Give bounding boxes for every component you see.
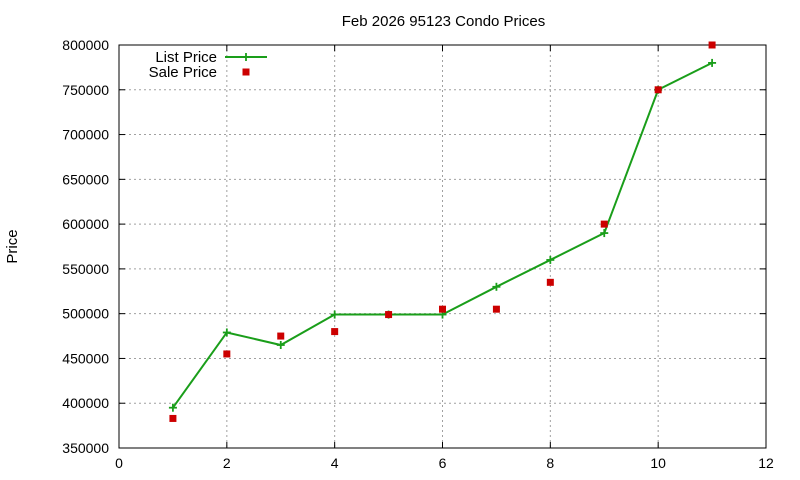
sale-price-point: [708, 41, 716, 49]
sale-price-point: [600, 220, 608, 228]
y-tick-label: 650000: [62, 171, 109, 187]
sale-price-point: [654, 86, 662, 94]
y-axis-title: Price: [4, 229, 21, 263]
list-price-point: [600, 229, 609, 238]
y-tick-label: 450000: [62, 350, 109, 366]
series-sale-price: [169, 41, 716, 422]
y-tick-label: 400000: [62, 395, 109, 411]
list-price-point: [546, 255, 555, 264]
x-tick-label: 2: [223, 455, 231, 471]
y-tick-label: 600000: [62, 216, 109, 232]
y-tick-label: 750000: [62, 82, 109, 98]
series-layer: [168, 41, 717, 422]
list-price-point: [708, 58, 717, 67]
sale-price-point: [277, 332, 285, 340]
y-tick-label: 550000: [62, 261, 109, 277]
x-tick-label: 0: [115, 455, 123, 471]
list-price-point: [222, 328, 231, 337]
list-price-point: [168, 403, 177, 412]
x-tick-label: 10: [650, 455, 666, 471]
sale-price-point: [439, 305, 446, 313]
legend-label-sale-price: Sale Price: [149, 64, 217, 81]
x-tick-label: 8: [546, 455, 554, 471]
sale-price-point: [169, 414, 177, 422]
list-price-point: [492, 282, 501, 291]
grid-layer: [119, 45, 766, 448]
y-tick-label: 700000: [62, 127, 109, 143]
x-tick-label: 4: [331, 455, 339, 471]
series-list-price: [168, 58, 717, 412]
x-tick-label: 6: [439, 455, 447, 471]
chart-title: Feb 2026 95123 Condo Prices: [342, 13, 545, 30]
y-tick-label: 800000: [62, 37, 109, 53]
y-tick-label: 350000: [62, 440, 109, 456]
list-price-point: [276, 341, 285, 350]
legend-swatch-sale-price-marker: [242, 68, 250, 76]
sale-price-point: [331, 328, 339, 336]
y-tick-label: 500000: [62, 306, 109, 322]
list-price-point: [330, 310, 339, 319]
sale-price-point: [385, 311, 393, 319]
legend-swatch-list-price-marker: [242, 53, 250, 61]
x-tick-label: 12: [758, 455, 774, 471]
sale-price-point: [492, 305, 500, 313]
tick-layer: 0 2 4 6 8 10 12 350000 400000 450000 500000 550000 6…: [62, 37, 774, 471]
sale-price-point: [223, 350, 231, 358]
legend-label-list-price: List Price: [155, 49, 217, 66]
sale-price-point: [546, 278, 554, 286]
